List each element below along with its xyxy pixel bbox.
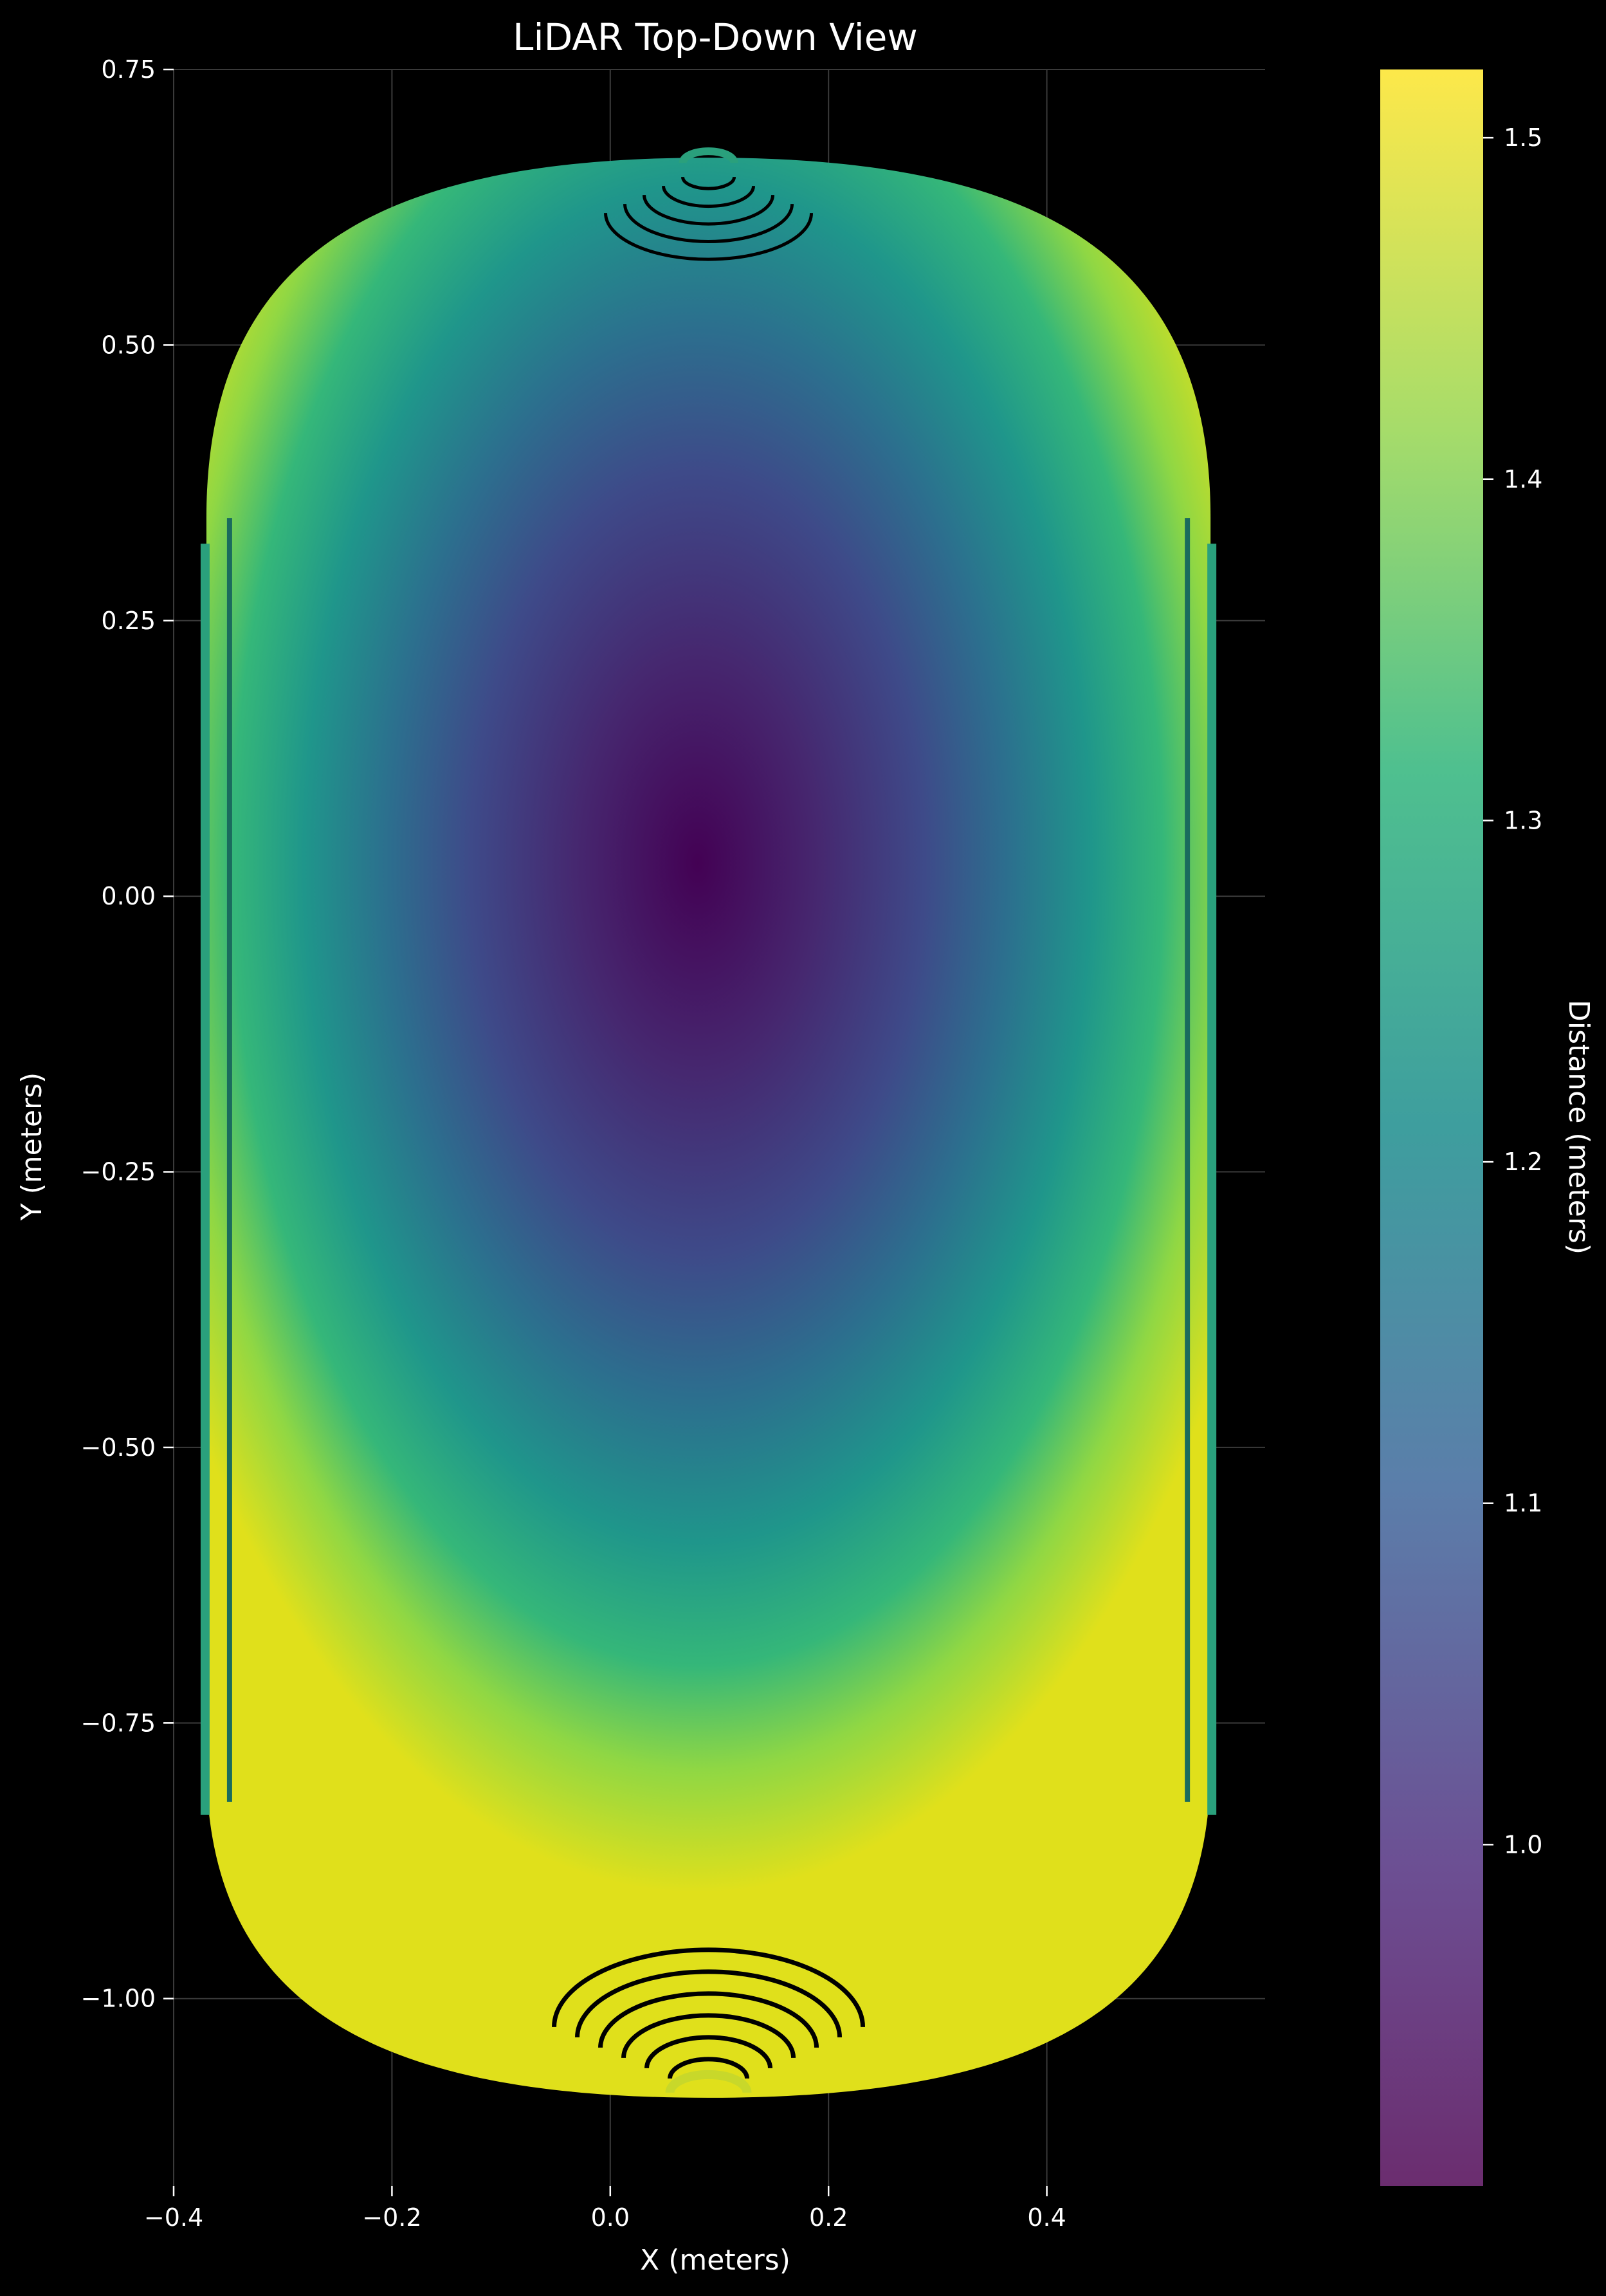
x-tick-label-2: 0.0: [591, 2203, 630, 2232]
y-axis-label: Y (meters): [15, 1072, 48, 1221]
colorbar-gradient: [1380, 69, 1483, 2186]
top-arc-4: [604, 213, 814, 261]
axes: −0.4 −0.2 0.0 0.2 0.4 0.75 0.50 0.25 0.00 −0.25 −0…: [81, 55, 1066, 2232]
x-tick-label-3: 0.2: [809, 2203, 848, 2232]
y-tick-label-5: −0.50: [81, 1433, 156, 1462]
x-tick-label-0: −0.4: [144, 2203, 203, 2232]
x-tick-label-1: −0.2: [362, 2203, 421, 2232]
y-tick-label-4: −0.25: [81, 1158, 156, 1186]
y-tick-label-2: 0.25: [101, 607, 156, 635]
colorbar-tick-label-3: 1.3: [1504, 806, 1542, 834]
bottom-arc-2: [621, 2013, 796, 2058]
colorbar-label: Distance (meters): [1562, 1000, 1595, 1254]
top-arc-cap: [679, 147, 738, 163]
point-cloud: [200, 147, 1217, 2098]
bottom-arc-1: [644, 2035, 773, 2069]
top-arc-3: [623, 204, 794, 244]
y-tick-label-0: 0.75: [101, 55, 156, 84]
chart-title: LiDAR Top-Down View: [513, 15, 918, 59]
colorbar-tick-label-4: 1.4: [1504, 465, 1542, 493]
bottom-arc-5: [552, 1947, 866, 2027]
colorbar-tick-label-1: 1.1: [1504, 1489, 1542, 1518]
top-arc-0: [681, 176, 736, 190]
bottom-arc-0: [668, 2057, 750, 2079]
colorbar-tick-label-0: 1.0: [1504, 1830, 1542, 1859]
bottom-arc-4: [575, 1969, 843, 2037]
top-arc-2: [643, 194, 775, 226]
x-axis-label: X (meters): [640, 2244, 790, 2277]
bottom-arc-3: [598, 1991, 819, 2048]
point-cloud-body: [206, 158, 1211, 2098]
y-tick-label-3: 0.00: [101, 882, 156, 910]
y-tick-label-7: −1.00: [81, 1985, 156, 2013]
colorbar-tick-label-2: 1.2: [1504, 1148, 1542, 1176]
y-tick-label-6: −0.75: [81, 1709, 156, 1737]
colorbar: 1.0 1.1 1.2 1.3 1.4 1.5: [1380, 69, 1542, 2186]
top-arc-1: [662, 185, 756, 208]
x-tick-label-4: 0.4: [1027, 2203, 1066, 2232]
colorbar-tick-label-5: 1.5: [1504, 124, 1542, 152]
y-tick-label-1: 0.50: [101, 331, 156, 359]
bottom-arc-cap: [665, 2070, 752, 2093]
